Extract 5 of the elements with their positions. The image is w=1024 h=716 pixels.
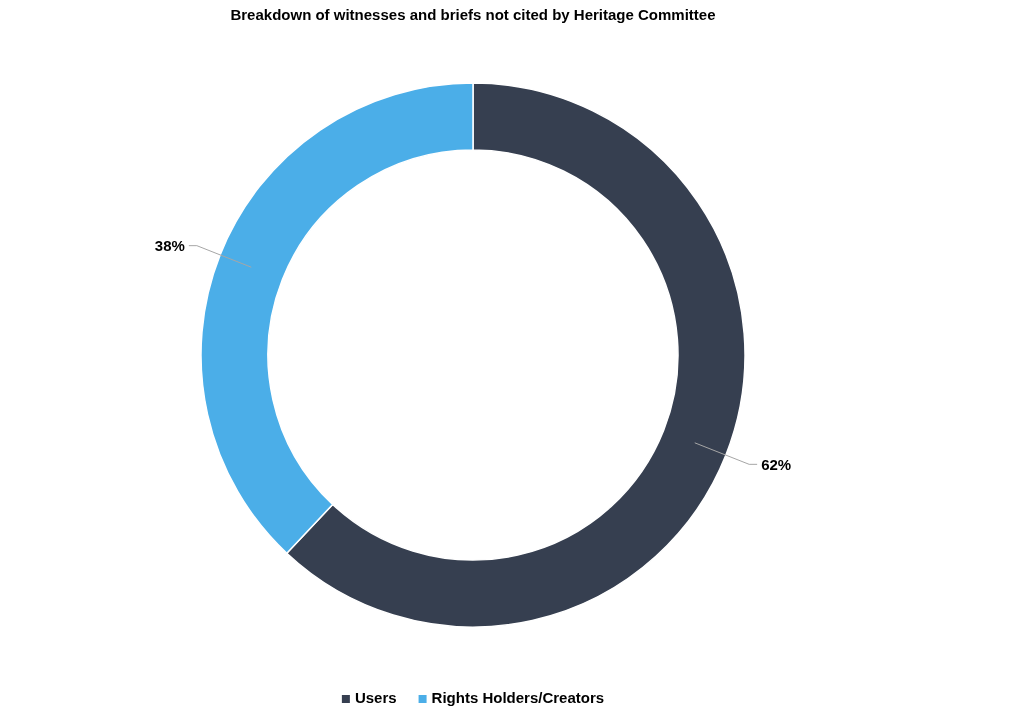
data-label: 38%	[154, 236, 185, 254]
chart-title: Breakdown of witnesses and briefs not cited by Heritage Committee	[230, 6, 716, 23]
legend-label: Rights Holders/Creators	[431, 689, 605, 706]
data-label: 62%	[761, 455, 792, 473]
legend-label: Users	[354, 689, 397, 706]
